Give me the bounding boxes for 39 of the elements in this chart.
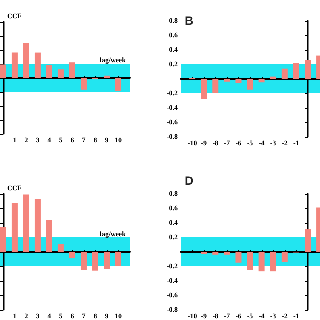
bar <box>23 43 30 78</box>
bar <box>34 52 41 78</box>
bar <box>258 252 265 272</box>
bar <box>224 252 230 255</box>
bar <box>58 70 64 78</box>
bar <box>104 252 110 270</box>
bar <box>224 79 230 82</box>
bar <box>293 63 300 79</box>
bar <box>12 52 18 78</box>
bar <box>23 194 30 252</box>
bar <box>58 244 64 252</box>
bar <box>115 252 122 266</box>
bar <box>80 252 87 270</box>
bar <box>236 79 242 84</box>
bar <box>270 252 276 272</box>
bar <box>304 230 311 252</box>
bar <box>46 65 52 78</box>
bar <box>46 220 52 252</box>
bar <box>115 78 122 92</box>
bar <box>282 68 288 79</box>
chart-title: B <box>185 14 194 28</box>
chart-title: D <box>185 174 194 188</box>
bar <box>304 60 311 79</box>
bar <box>80 78 87 90</box>
bar <box>212 79 219 94</box>
bar <box>69 62 76 78</box>
bar <box>92 252 98 271</box>
bar <box>282 252 288 262</box>
bar <box>258 79 265 83</box>
bar <box>0 227 6 252</box>
bar <box>201 79 208 100</box>
bar <box>34 199 41 252</box>
bar <box>212 252 219 255</box>
bar <box>12 203 18 252</box>
bar <box>247 252 254 270</box>
bar <box>236 252 242 263</box>
bar <box>69 252 76 259</box>
bar <box>247 79 254 90</box>
bar <box>0 64 6 78</box>
